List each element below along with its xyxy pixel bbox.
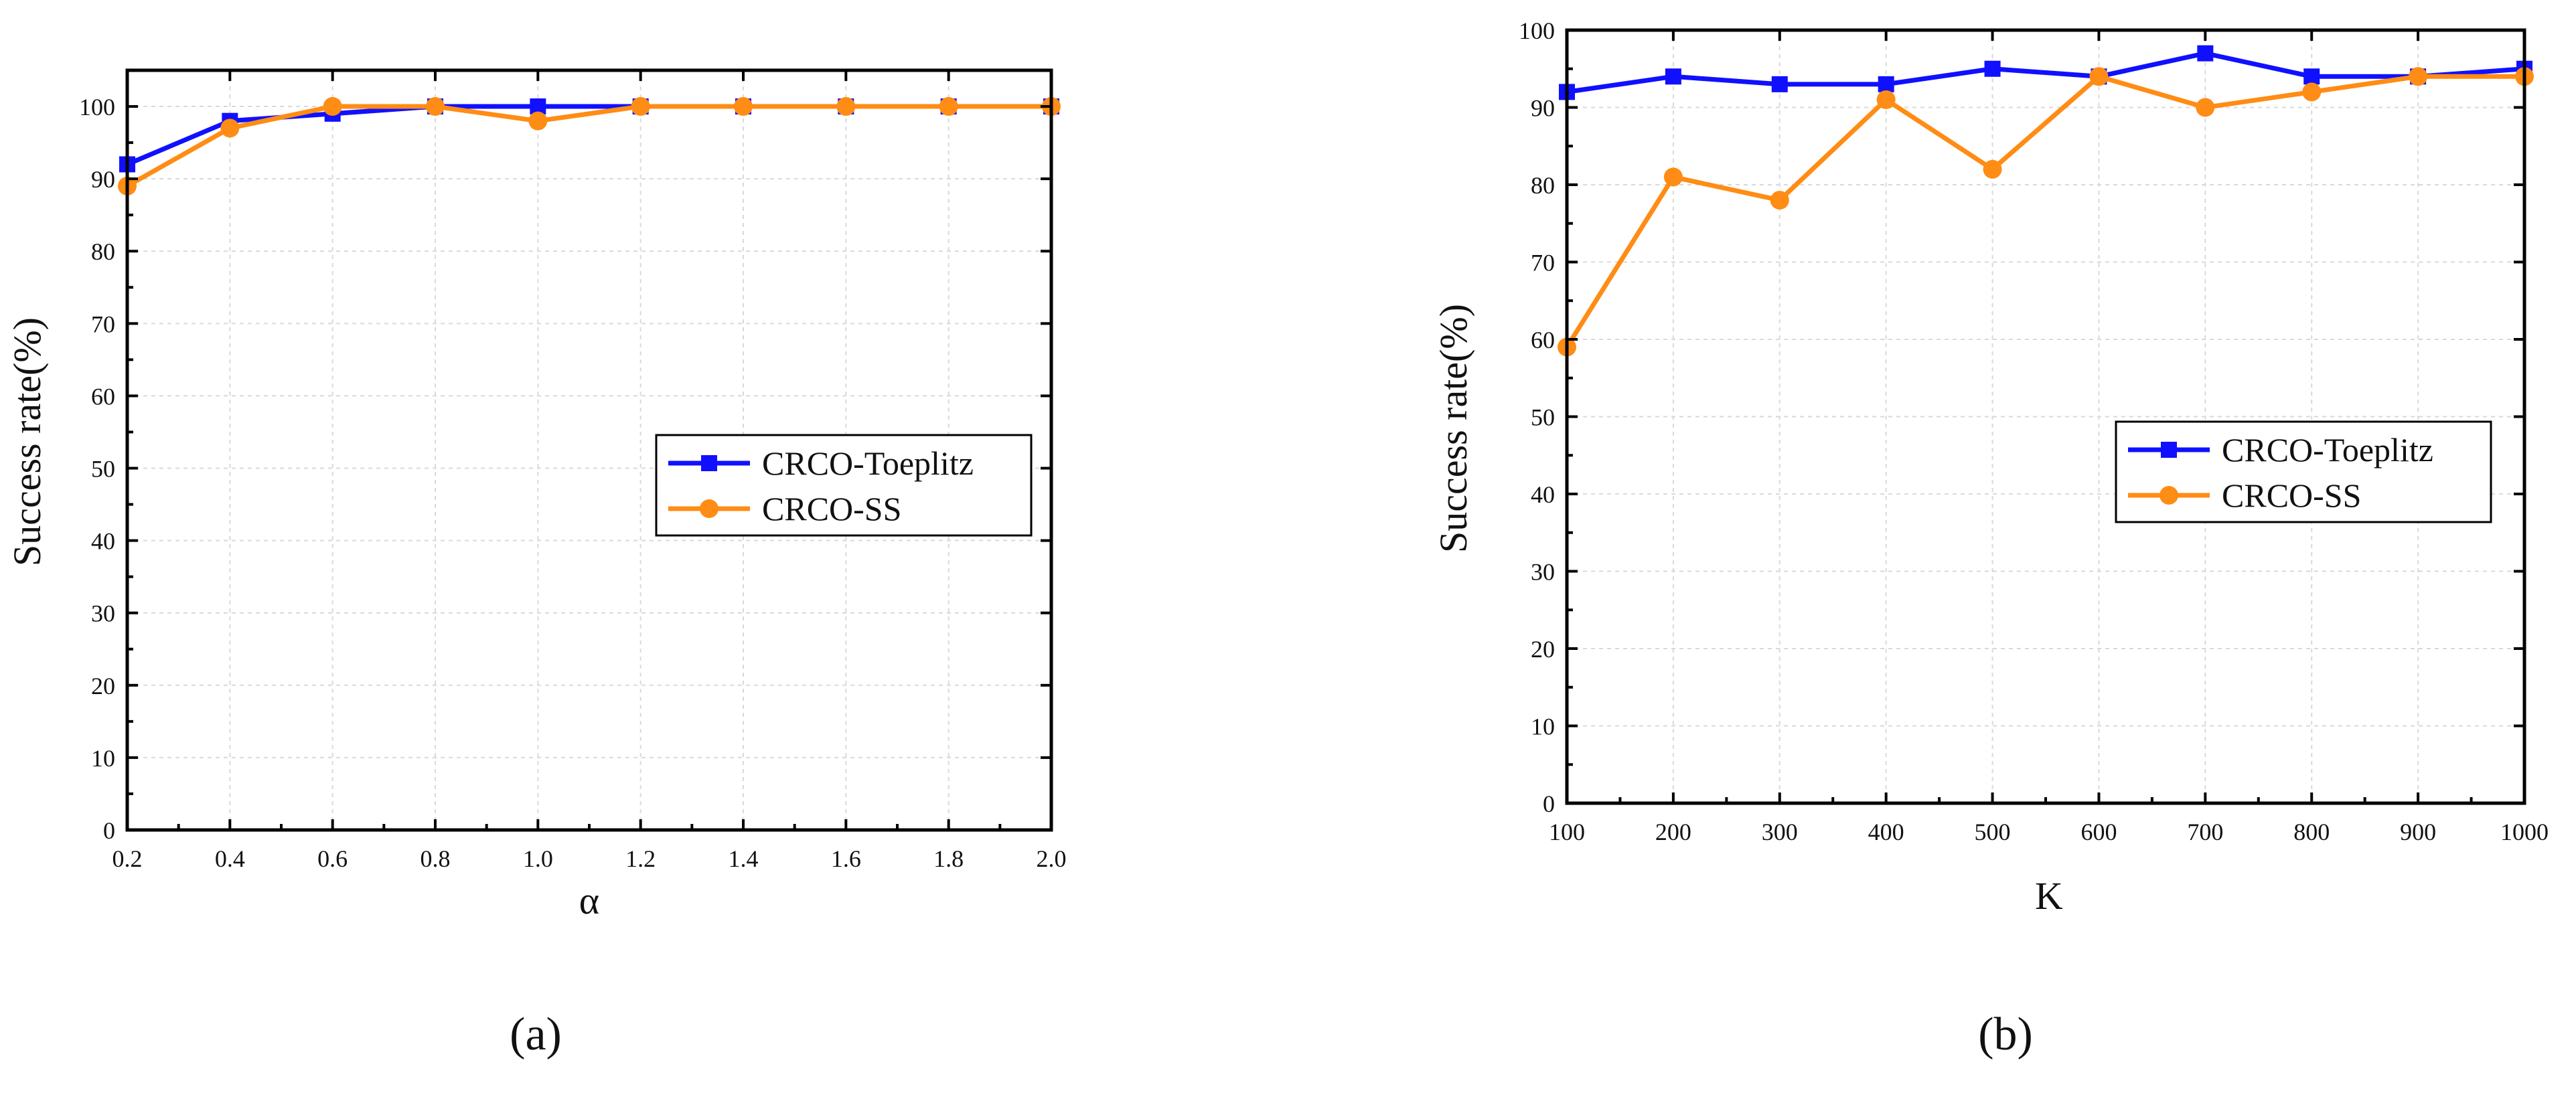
y-axis-title: Success rate(%) bbox=[1432, 304, 1475, 553]
y-tick-label: 0 bbox=[1543, 790, 1555, 817]
y-tick-label: 70 bbox=[1531, 250, 1555, 276]
legend-label: CRCO-Toeplitz bbox=[2222, 431, 2433, 469]
data-point bbox=[1665, 68, 1681, 85]
x-tick-label: 200 bbox=[1655, 819, 1691, 845]
data-point bbox=[1663, 167, 1683, 187]
chart-panel-b: 0 10 20 30 40 50 60 70 80 90 100 100 200 300 400 500 600… bbox=[1432, 17, 2549, 1060]
y-tick-label: 90 bbox=[1531, 95, 1555, 122]
y-tick-label: 70 bbox=[91, 311, 115, 337]
data-point bbox=[2089, 67, 2109, 86]
x-axis-title: K bbox=[2035, 874, 2063, 918]
data-point bbox=[2302, 82, 2322, 102]
legend-marker bbox=[2161, 442, 2177, 458]
x-tick-label: 800 bbox=[2293, 819, 2330, 845]
y-tick-label: 30 bbox=[1531, 559, 1555, 586]
y-tick-label: 0 bbox=[103, 817, 115, 844]
x-tick-label: 1000 bbox=[2500, 819, 2549, 845]
x-axis-title: α bbox=[579, 879, 599, 922]
legend-label: CRCO-SS bbox=[2222, 477, 2361, 514]
data-point bbox=[1770, 191, 1789, 210]
y-tick-label: 100 bbox=[1519, 17, 1555, 44]
data-point bbox=[528, 111, 548, 131]
y-tick-label: 50 bbox=[1531, 404, 1555, 431]
series-crco-toeplitz bbox=[119, 98, 1059, 173]
data-point bbox=[323, 97, 342, 116]
x-tick-label: 1.8 bbox=[933, 845, 964, 872]
y-tick-label: 80 bbox=[91, 238, 115, 265]
y-tick-label: 50 bbox=[91, 456, 115, 483]
legend-label: CRCO-SS bbox=[762, 490, 901, 527]
x-tick-label: 0.8 bbox=[421, 845, 451, 872]
data-point bbox=[2197, 45, 2214, 62]
chart-panel-a: 0 10 20 30 40 50 60 70 80 90 100 0.2 0.4 0.6 0.8 1.0 1.2… bbox=[5, 68, 1067, 1060]
series-line bbox=[1566, 51, 2525, 94]
x-tick-label: 300 bbox=[1762, 819, 1798, 845]
x-tick-label: 1.0 bbox=[523, 845, 553, 872]
legend: CRCO-Toeplitz CRCO-SS bbox=[2115, 420, 2492, 523]
y-tick-label: 30 bbox=[91, 600, 115, 627]
series-crco-ss bbox=[1558, 67, 2534, 357]
data-point bbox=[220, 118, 240, 138]
legend-entry-crco-ss: CRCO-SS bbox=[668, 490, 901, 527]
x-tick-label: 0.4 bbox=[215, 845, 245, 872]
panel-caption: (a) bbox=[510, 1009, 562, 1060]
data-point bbox=[2409, 67, 2428, 86]
data-point bbox=[734, 97, 753, 116]
x-tick-label: 1.4 bbox=[729, 845, 759, 872]
legend-marker bbox=[700, 499, 718, 518]
legend-entry-crco-toeplitz: CRCO-Toeplitz bbox=[668, 444, 974, 482]
data-point bbox=[2196, 98, 2215, 117]
data-point bbox=[631, 97, 650, 116]
y-tick-label: 90 bbox=[91, 166, 115, 193]
y-tick-label: 60 bbox=[1531, 327, 1555, 353]
legend-entry-crco-toeplitz: CRCO-Toeplitz bbox=[2128, 431, 2433, 469]
x-tick-label: 500 bbox=[1975, 819, 2011, 845]
data-point bbox=[1878, 76, 1894, 92]
series-line bbox=[126, 104, 1051, 189]
x-tick-label: 700 bbox=[2187, 819, 2223, 845]
y-tick-label: 20 bbox=[1531, 636, 1555, 663]
x-tick-label: 100 bbox=[1549, 819, 1585, 845]
data-point bbox=[1983, 159, 2002, 179]
x-tick-label: 600 bbox=[2080, 819, 2117, 845]
x-tick-label: 900 bbox=[2400, 819, 2436, 845]
legend: CRCO-Toeplitz CRCO-SS bbox=[655, 434, 1033, 537]
y-tick-label: 80 bbox=[1531, 172, 1555, 199]
data-point bbox=[939, 97, 958, 116]
series-crco-ss bbox=[118, 97, 1061, 195]
data-point bbox=[836, 97, 856, 116]
y-axis-title: Success rate(%) bbox=[5, 317, 49, 566]
legend-label: CRCO-Toeplitz bbox=[762, 444, 974, 482]
y-tick-label: 60 bbox=[91, 383, 115, 410]
data-point bbox=[1876, 90, 1896, 109]
x-tick-label: 0.6 bbox=[317, 845, 348, 872]
data-point bbox=[426, 97, 445, 116]
series-crco-toeplitz bbox=[1559, 45, 2532, 100]
x-tick-label: 1.2 bbox=[625, 845, 656, 872]
y-tick-label: 20 bbox=[91, 673, 115, 699]
series-line bbox=[1565, 74, 2524, 349]
y-tick-label: 40 bbox=[1531, 481, 1555, 508]
legend-marker bbox=[701, 455, 717, 471]
legend-entry-crco-ss: CRCO-SS bbox=[2128, 477, 2361, 514]
data-point bbox=[1984, 60, 2001, 77]
x-tick-label: 2.0 bbox=[1037, 845, 1067, 872]
y-tick-label: 40 bbox=[91, 528, 115, 555]
panel-caption: (b) bbox=[1978, 1009, 2033, 1060]
data-point bbox=[2303, 68, 2320, 85]
legend-marker bbox=[2160, 486, 2178, 505]
y-tick-label: 100 bbox=[79, 94, 115, 120]
y-tick-label: 10 bbox=[1531, 713, 1555, 740]
x-tick-label: 400 bbox=[1868, 819, 1904, 845]
x-tick-label: 1.6 bbox=[831, 845, 861, 872]
y-tick-label: 10 bbox=[91, 745, 115, 772]
x-tick-label: 0.2 bbox=[112, 845, 143, 872]
data-point bbox=[1771, 76, 1788, 92]
